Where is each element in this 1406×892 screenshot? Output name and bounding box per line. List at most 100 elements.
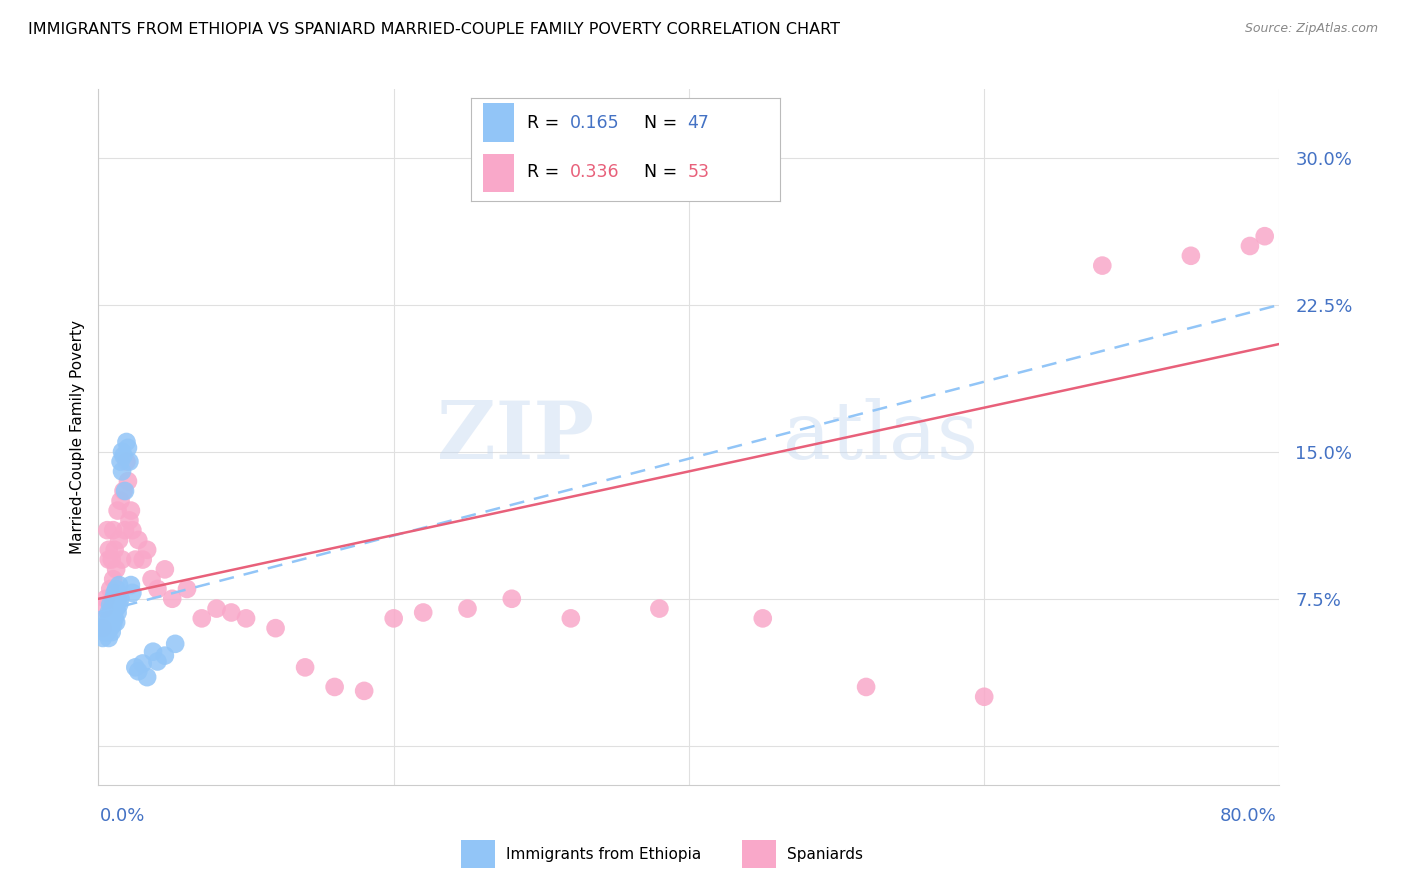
Point	[103, 617, 125, 632]
Point	[111, 552, 134, 566]
Point	[98, 582, 121, 596]
Point	[112, 483, 135, 498]
Point	[124, 552, 146, 566]
Text: Spaniards: Spaniards	[787, 847, 863, 862]
Point	[120, 503, 142, 517]
Text: 80.0%: 80.0%	[1220, 807, 1277, 825]
Point	[1239, 239, 1261, 253]
Point	[91, 631, 114, 645]
Point	[115, 454, 138, 468]
Point	[1091, 259, 1114, 273]
Text: 53: 53	[688, 163, 710, 181]
Point	[115, 434, 138, 449]
Point	[96, 615, 118, 630]
Point	[855, 680, 877, 694]
Point	[110, 454, 132, 468]
Y-axis label: Married-Couple Family Poverty: Married-Couple Family Poverty	[69, 320, 84, 554]
Point	[97, 631, 120, 645]
Point	[111, 464, 134, 478]
Point	[97, 552, 120, 566]
Point	[176, 582, 198, 596]
Point	[94, 611, 117, 625]
Point	[1254, 229, 1277, 244]
Point	[136, 670, 159, 684]
Point	[104, 586, 127, 600]
Text: N =: N =	[644, 163, 683, 181]
Text: N =: N =	[644, 114, 683, 132]
Point	[107, 503, 129, 517]
Point	[94, 591, 117, 606]
Point	[108, 533, 131, 547]
Point	[165, 637, 187, 651]
Point	[153, 562, 176, 576]
Point	[205, 601, 228, 615]
Point	[100, 625, 122, 640]
Point	[103, 523, 125, 537]
Point	[191, 611, 214, 625]
Point	[100, 601, 122, 615]
Text: Immigrants from Ethiopia: Immigrants from Ethiopia	[506, 847, 702, 862]
Point	[107, 606, 129, 620]
Point	[97, 617, 120, 632]
Point	[93, 625, 115, 640]
Point	[294, 660, 316, 674]
Point	[107, 591, 129, 606]
Bar	[742, 840, 776, 868]
Point	[110, 493, 132, 508]
Point	[105, 582, 128, 596]
Text: atlas: atlas	[783, 398, 979, 476]
Point	[105, 615, 128, 630]
Point	[146, 655, 169, 669]
Text: IMMIGRANTS FROM ETHIOPIA VS SPANIARD MARRIED-COUPLE FAMILY POVERTY CORRELATION C: IMMIGRANTS FROM ETHIOPIA VS SPANIARD MAR…	[28, 22, 841, 37]
Text: 0.165: 0.165	[569, 114, 620, 132]
Bar	[461, 840, 495, 868]
Point	[114, 523, 136, 537]
Point	[98, 611, 121, 625]
Point	[97, 542, 120, 557]
Bar	[484, 153, 515, 193]
Point	[96, 523, 118, 537]
Point	[118, 454, 141, 468]
Point	[127, 665, 149, 679]
Point	[751, 611, 773, 625]
Point	[127, 533, 149, 547]
Point	[111, 444, 134, 458]
Point	[323, 680, 346, 694]
Point	[121, 586, 143, 600]
Point	[108, 578, 131, 592]
Point	[456, 601, 478, 615]
Point	[117, 441, 139, 455]
Point	[91, 621, 114, 635]
Point	[501, 591, 523, 606]
Point	[235, 611, 257, 625]
Point	[112, 449, 135, 463]
Point	[104, 542, 127, 557]
Bar	[484, 103, 515, 142]
Point	[124, 660, 146, 674]
Point	[103, 572, 125, 586]
Point	[382, 611, 405, 625]
Point	[162, 591, 183, 606]
Point	[146, 582, 169, 596]
Point	[100, 611, 122, 625]
Point	[100, 552, 122, 566]
Point	[412, 606, 434, 620]
Text: 47: 47	[688, 114, 710, 132]
Point	[114, 483, 136, 498]
Point	[98, 598, 121, 612]
Point	[97, 606, 120, 620]
Point	[103, 606, 125, 620]
Point	[153, 648, 176, 663]
Point	[136, 542, 159, 557]
Point	[120, 578, 142, 592]
Point	[353, 684, 375, 698]
Text: 0.0%: 0.0%	[100, 807, 145, 825]
Point	[98, 621, 121, 635]
Point	[104, 611, 127, 625]
Text: ZIP: ZIP	[437, 398, 595, 476]
Point	[560, 611, 582, 625]
Point	[117, 474, 139, 488]
Text: Source: ZipAtlas.com: Source: ZipAtlas.com	[1244, 22, 1378, 36]
Point	[96, 625, 118, 640]
Point	[121, 523, 143, 537]
